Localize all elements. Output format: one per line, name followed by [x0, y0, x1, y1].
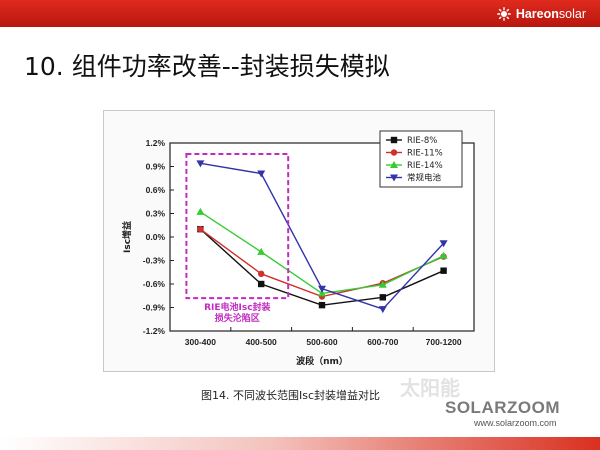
- y-tick-label: -0.6%: [143, 279, 166, 289]
- y-tick-label: 0.6%: [146, 185, 166, 195]
- y-tick-label: -0.3%: [143, 256, 166, 266]
- data-point-4-3: [318, 285, 326, 293]
- legend-marker-3: [390, 161, 398, 168]
- brand-name-light: solar: [558, 7, 586, 21]
- annotation-text-line1: RIE电池Isc封装: [204, 301, 271, 313]
- watermark-faint-text: 太阳能: [400, 376, 460, 400]
- data-point-3-4: [378, 280, 387, 288]
- sun-logo-icon: [496, 7, 511, 21]
- data-point-1-3: [318, 301, 326, 309]
- legend-marker-2: [390, 149, 398, 156]
- x-tick-label: 500-600: [306, 337, 337, 347]
- x-tick-label: 300-400: [185, 337, 216, 347]
- footer-bar: [0, 437, 600, 450]
- legend-marker-1: [390, 136, 398, 144]
- legend-label-4: 常规电池: [407, 173, 442, 184]
- x-tick-label: 700-1200: [426, 337, 462, 347]
- data-point-2-2: [258, 270, 265, 278]
- data-point-4-5: [439, 240, 448, 248]
- annotation-box: [185, 152, 290, 300]
- data-point-4-2: [257, 170, 266, 178]
- data-point-4-1: [196, 160, 205, 168]
- annotation-text-line2: 损失沦陷区: [215, 312, 260, 324]
- figure-caption: 图14. 不同波长范围Isc封装增益对比: [201, 389, 381, 402]
- x-tick-label: 600-700: [367, 337, 398, 347]
- chart-frame: 1.2% 0.9% 0.6% 0.3% 0.0% -0.3% -0.6% -0.9% -1.2%…: [103, 110, 495, 372]
- data-point-4-4: [378, 306, 387, 314]
- y-axis-title: Isc增益: [121, 221, 133, 253]
- data-point-3-2: [257, 247, 266, 255]
- y-tick-label: 0.3%: [146, 209, 166, 219]
- watermark-url: www.solarzoom.com: [474, 418, 557, 428]
- y-tick-label: 0.0%: [146, 232, 166, 242]
- slide-title: 10. 组件功率改善--封装损失模拟: [24, 52, 390, 81]
- x-tick-label: 400-500: [246, 337, 277, 347]
- brand-name-bold: Hareon: [515, 7, 559, 21]
- legend-label-2: RIE-11%: [407, 149, 443, 159]
- legend-label-3: RIE-14%: [407, 161, 443, 171]
- data-point-1-2: [258, 280, 265, 288]
- brand-logo: Hareonsolar: [496, 5, 586, 23]
- y-tick-label: -1.2%: [143, 326, 166, 336]
- y-tick-label: 1.2%: [146, 138, 166, 148]
- brand-name: Hareonsolar: [516, 7, 586, 21]
- data-point-3-3: [318, 289, 326, 297]
- watermark-logo: SOLARZOOM: [445, 398, 560, 417]
- y-tick-label: -0.9%: [143, 303, 166, 313]
- data-point-1-5: [440, 267, 447, 274]
- line-chart: 1.2% 0.9% 0.6% 0.3% 0.0% -0.3% -0.6% -0.9% -1.2%…: [121, 130, 475, 367]
- data-point-3-1: [196, 207, 205, 215]
- x-axis-title: 波段（nm）: [296, 355, 348, 367]
- legend-marker-4: [390, 174, 398, 182]
- legend-label-1: RIE-8%: [407, 136, 437, 146]
- data-point-2-1: [197, 225, 204, 233]
- data-point-3-5: [439, 251, 448, 259]
- header-bar: Hareonsolar: [0, 0, 600, 27]
- data-point-1-4: [379, 294, 386, 301]
- y-tick-label: 0.9%: [146, 162, 166, 172]
